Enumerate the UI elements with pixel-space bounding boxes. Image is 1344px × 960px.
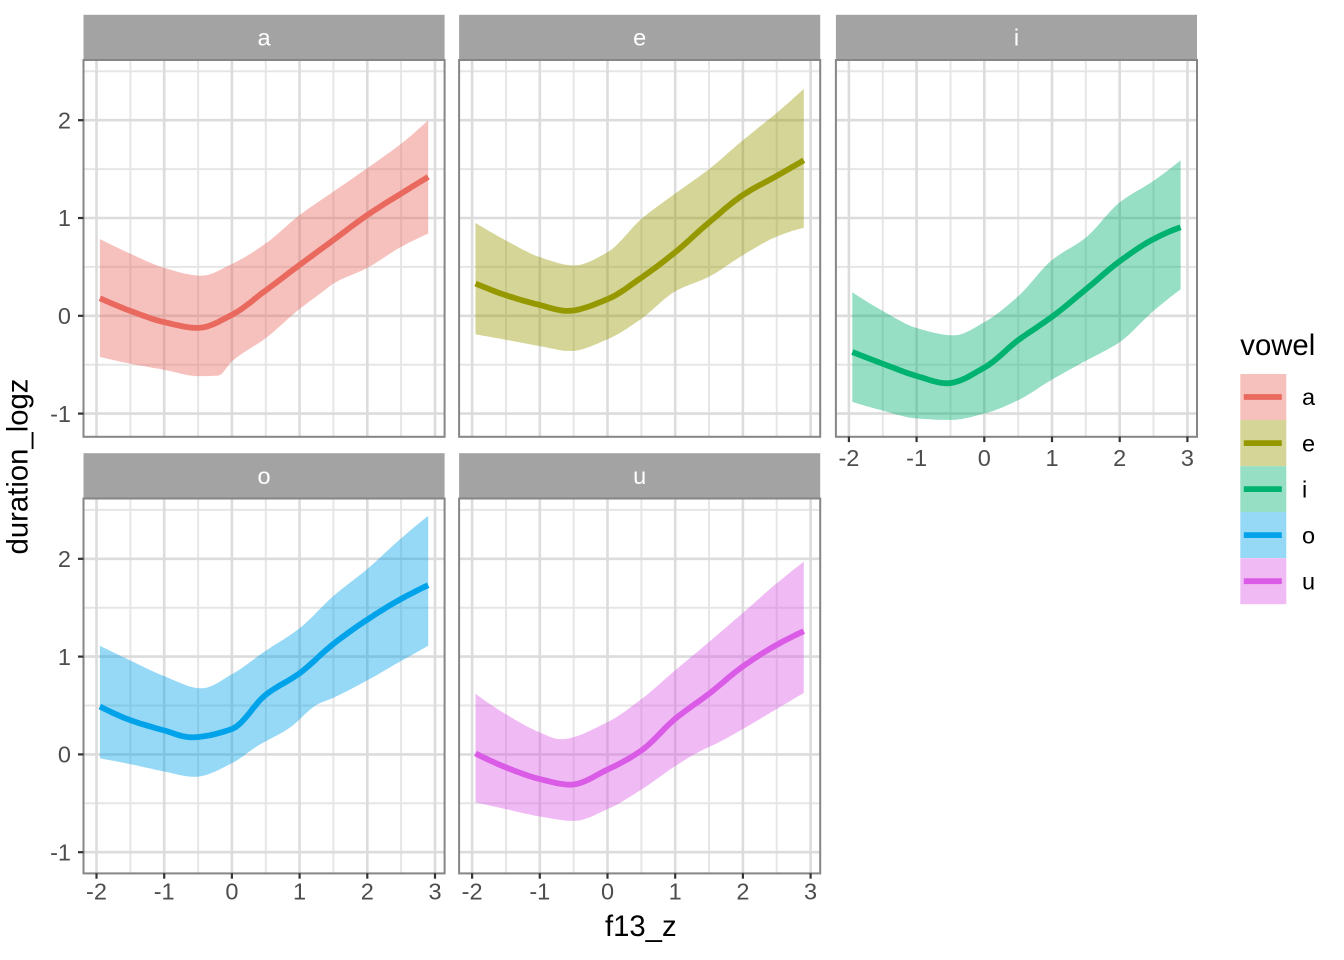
svg-text:0: 0 bbox=[601, 879, 614, 905]
svg-text:3: 3 bbox=[1181, 445, 1194, 471]
svg-text:i: i bbox=[1014, 25, 1019, 51]
svg-text:a: a bbox=[258, 25, 272, 51]
svg-text:3: 3 bbox=[804, 879, 817, 905]
svg-text:1: 1 bbox=[669, 879, 682, 905]
svg-text:-1: -1 bbox=[529, 879, 550, 905]
svg-text:e: e bbox=[633, 25, 646, 51]
svg-text:2: 2 bbox=[736, 879, 749, 905]
svg-text:o: o bbox=[258, 463, 271, 489]
svg-text:vowel: vowel bbox=[1240, 329, 1315, 362]
svg-text:-1: -1 bbox=[50, 839, 71, 865]
svg-text:-1: -1 bbox=[154, 879, 175, 905]
svg-text:-1: -1 bbox=[50, 401, 71, 427]
svg-text:0: 0 bbox=[978, 445, 991, 471]
svg-text:0: 0 bbox=[58, 303, 71, 329]
svg-text:-2: -2 bbox=[86, 879, 107, 905]
svg-text:0: 0 bbox=[225, 879, 238, 905]
svg-text:1: 1 bbox=[58, 205, 71, 231]
svg-text:i: i bbox=[1302, 476, 1307, 502]
svg-text:-2: -2 bbox=[462, 879, 483, 905]
svg-text:2: 2 bbox=[1113, 445, 1126, 471]
svg-text:3: 3 bbox=[428, 879, 441, 905]
svg-text:u: u bbox=[1302, 568, 1315, 594]
svg-text:e: e bbox=[1302, 430, 1315, 456]
svg-text:duration_logz: duration_logz bbox=[2, 379, 35, 555]
svg-text:2: 2 bbox=[361, 879, 374, 905]
svg-text:f13_z: f13_z bbox=[605, 910, 677, 943]
svg-text:u: u bbox=[633, 463, 646, 489]
svg-text:-1: -1 bbox=[906, 445, 927, 471]
svg-text:1: 1 bbox=[1045, 445, 1058, 471]
svg-text:a: a bbox=[1302, 384, 1316, 410]
svg-text:o: o bbox=[1302, 522, 1315, 548]
svg-text:2: 2 bbox=[58, 546, 71, 572]
svg-text:0: 0 bbox=[58, 742, 71, 768]
svg-text:1: 1 bbox=[293, 879, 306, 905]
svg-text:-2: -2 bbox=[838, 445, 859, 471]
svg-text:2: 2 bbox=[58, 107, 71, 133]
svg-text:1: 1 bbox=[58, 644, 71, 670]
